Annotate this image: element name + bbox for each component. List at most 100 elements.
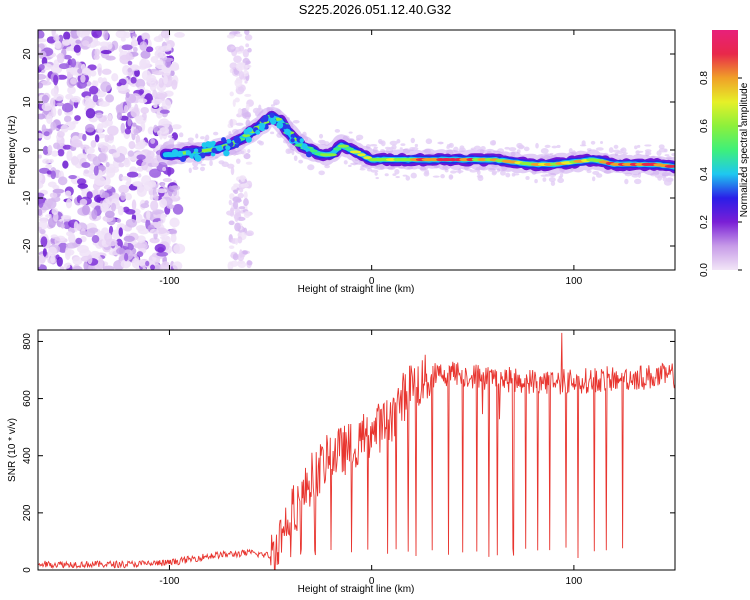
noise-blob xyxy=(65,249,71,261)
noise-blob xyxy=(130,107,140,118)
noise-blob xyxy=(58,34,64,42)
noise-blob xyxy=(232,253,239,261)
noise-blob xyxy=(151,98,163,105)
noise-blob xyxy=(228,245,235,249)
noise-blob xyxy=(77,68,83,74)
noise-blob xyxy=(446,144,452,147)
noise-blob xyxy=(93,36,99,47)
noise-blob xyxy=(160,30,171,39)
noise-blob xyxy=(226,34,235,39)
noise-blob xyxy=(41,124,47,134)
noise-blob xyxy=(237,261,247,268)
ridge-blob xyxy=(259,122,266,129)
noise-blob xyxy=(620,148,625,151)
noise-blob xyxy=(237,192,245,199)
noise-blob xyxy=(145,46,154,53)
noise-blob xyxy=(125,92,130,98)
noise-blob xyxy=(101,192,110,199)
noise-blob xyxy=(171,124,182,130)
noise-blob xyxy=(154,243,166,253)
noise-blob xyxy=(234,237,239,246)
noise-blob xyxy=(104,134,110,143)
noise-blob xyxy=(116,82,122,87)
ridge-blob xyxy=(171,149,179,156)
noise-blob xyxy=(167,166,172,177)
noise-blob xyxy=(348,164,352,168)
noise-blob xyxy=(68,175,78,180)
noise-blob xyxy=(111,73,119,82)
ridge-blob xyxy=(234,137,241,144)
noise-blob xyxy=(230,207,235,213)
noise-blob xyxy=(139,58,151,69)
noise-blob xyxy=(525,175,530,180)
noise-blob xyxy=(414,143,419,148)
noise-blob xyxy=(542,177,547,182)
noise-blob xyxy=(67,86,76,95)
noise-blob xyxy=(100,202,109,213)
spectrogram-marks xyxy=(38,30,675,270)
noise-blob xyxy=(230,166,235,176)
noise-blob xyxy=(117,205,124,216)
snr-axes: -100 0 100 0 200 400 600 800 xyxy=(22,330,675,587)
noise-blob xyxy=(140,50,151,59)
y-tick-label: 800 xyxy=(22,333,33,350)
noise-blob xyxy=(599,141,604,145)
noise-blob xyxy=(491,139,497,146)
noise-blob xyxy=(319,133,324,139)
noise-blob xyxy=(145,260,150,267)
ridge-blob xyxy=(246,126,253,133)
noise-blob xyxy=(123,31,131,39)
noise-blob xyxy=(131,257,140,269)
noise-blob xyxy=(243,153,251,160)
noise-blob xyxy=(155,59,167,70)
noise-blob xyxy=(70,78,77,85)
ridge-blob xyxy=(179,155,187,163)
noise-blob xyxy=(150,200,159,212)
noise-blob xyxy=(129,65,141,71)
y-tick-label: -20 xyxy=(22,238,33,253)
noise-blob xyxy=(107,125,119,136)
noise-blob xyxy=(97,77,104,84)
noise-blob xyxy=(230,45,235,50)
noise-blob xyxy=(134,69,140,77)
ridge-blob xyxy=(245,136,252,143)
noise-blob xyxy=(52,188,65,194)
noise-blob xyxy=(40,80,52,86)
noise-blob xyxy=(167,185,174,197)
noise-blob xyxy=(125,181,131,187)
noise-blob xyxy=(167,140,175,145)
noise-blob xyxy=(664,154,670,157)
noise-blob xyxy=(188,167,192,174)
noise-blob xyxy=(132,122,137,127)
noise-blob xyxy=(400,143,406,147)
noise-blob xyxy=(233,55,242,63)
noise-blob xyxy=(146,150,155,160)
y-tick-label: 0 xyxy=(22,567,33,573)
noise-blob xyxy=(50,88,58,97)
noise-blob xyxy=(137,98,148,104)
noise-blob xyxy=(38,30,45,40)
noise-blob xyxy=(89,69,97,77)
colorbar-gradient xyxy=(712,30,738,270)
noise-blob xyxy=(54,40,62,49)
noise-blob xyxy=(622,152,628,155)
noise-blob xyxy=(200,166,206,172)
noise-blob xyxy=(229,118,233,127)
noise-blob xyxy=(63,31,71,41)
noise-blob xyxy=(550,180,556,186)
noise-blob xyxy=(508,147,517,152)
noise-blob xyxy=(238,206,246,210)
noise-blob xyxy=(232,99,236,108)
noise-blob xyxy=(149,81,157,92)
ridge-core xyxy=(344,147,354,151)
noise-blob xyxy=(94,134,100,143)
noise-blob xyxy=(663,148,668,153)
noise-blob xyxy=(104,232,113,242)
ridge-core xyxy=(357,153,366,157)
noise-blob xyxy=(240,183,250,188)
noise-blob xyxy=(133,128,139,136)
noise-blob xyxy=(77,244,89,254)
ridge-blob xyxy=(221,137,227,143)
noise-blob xyxy=(159,235,170,240)
noise-blob xyxy=(273,99,280,106)
